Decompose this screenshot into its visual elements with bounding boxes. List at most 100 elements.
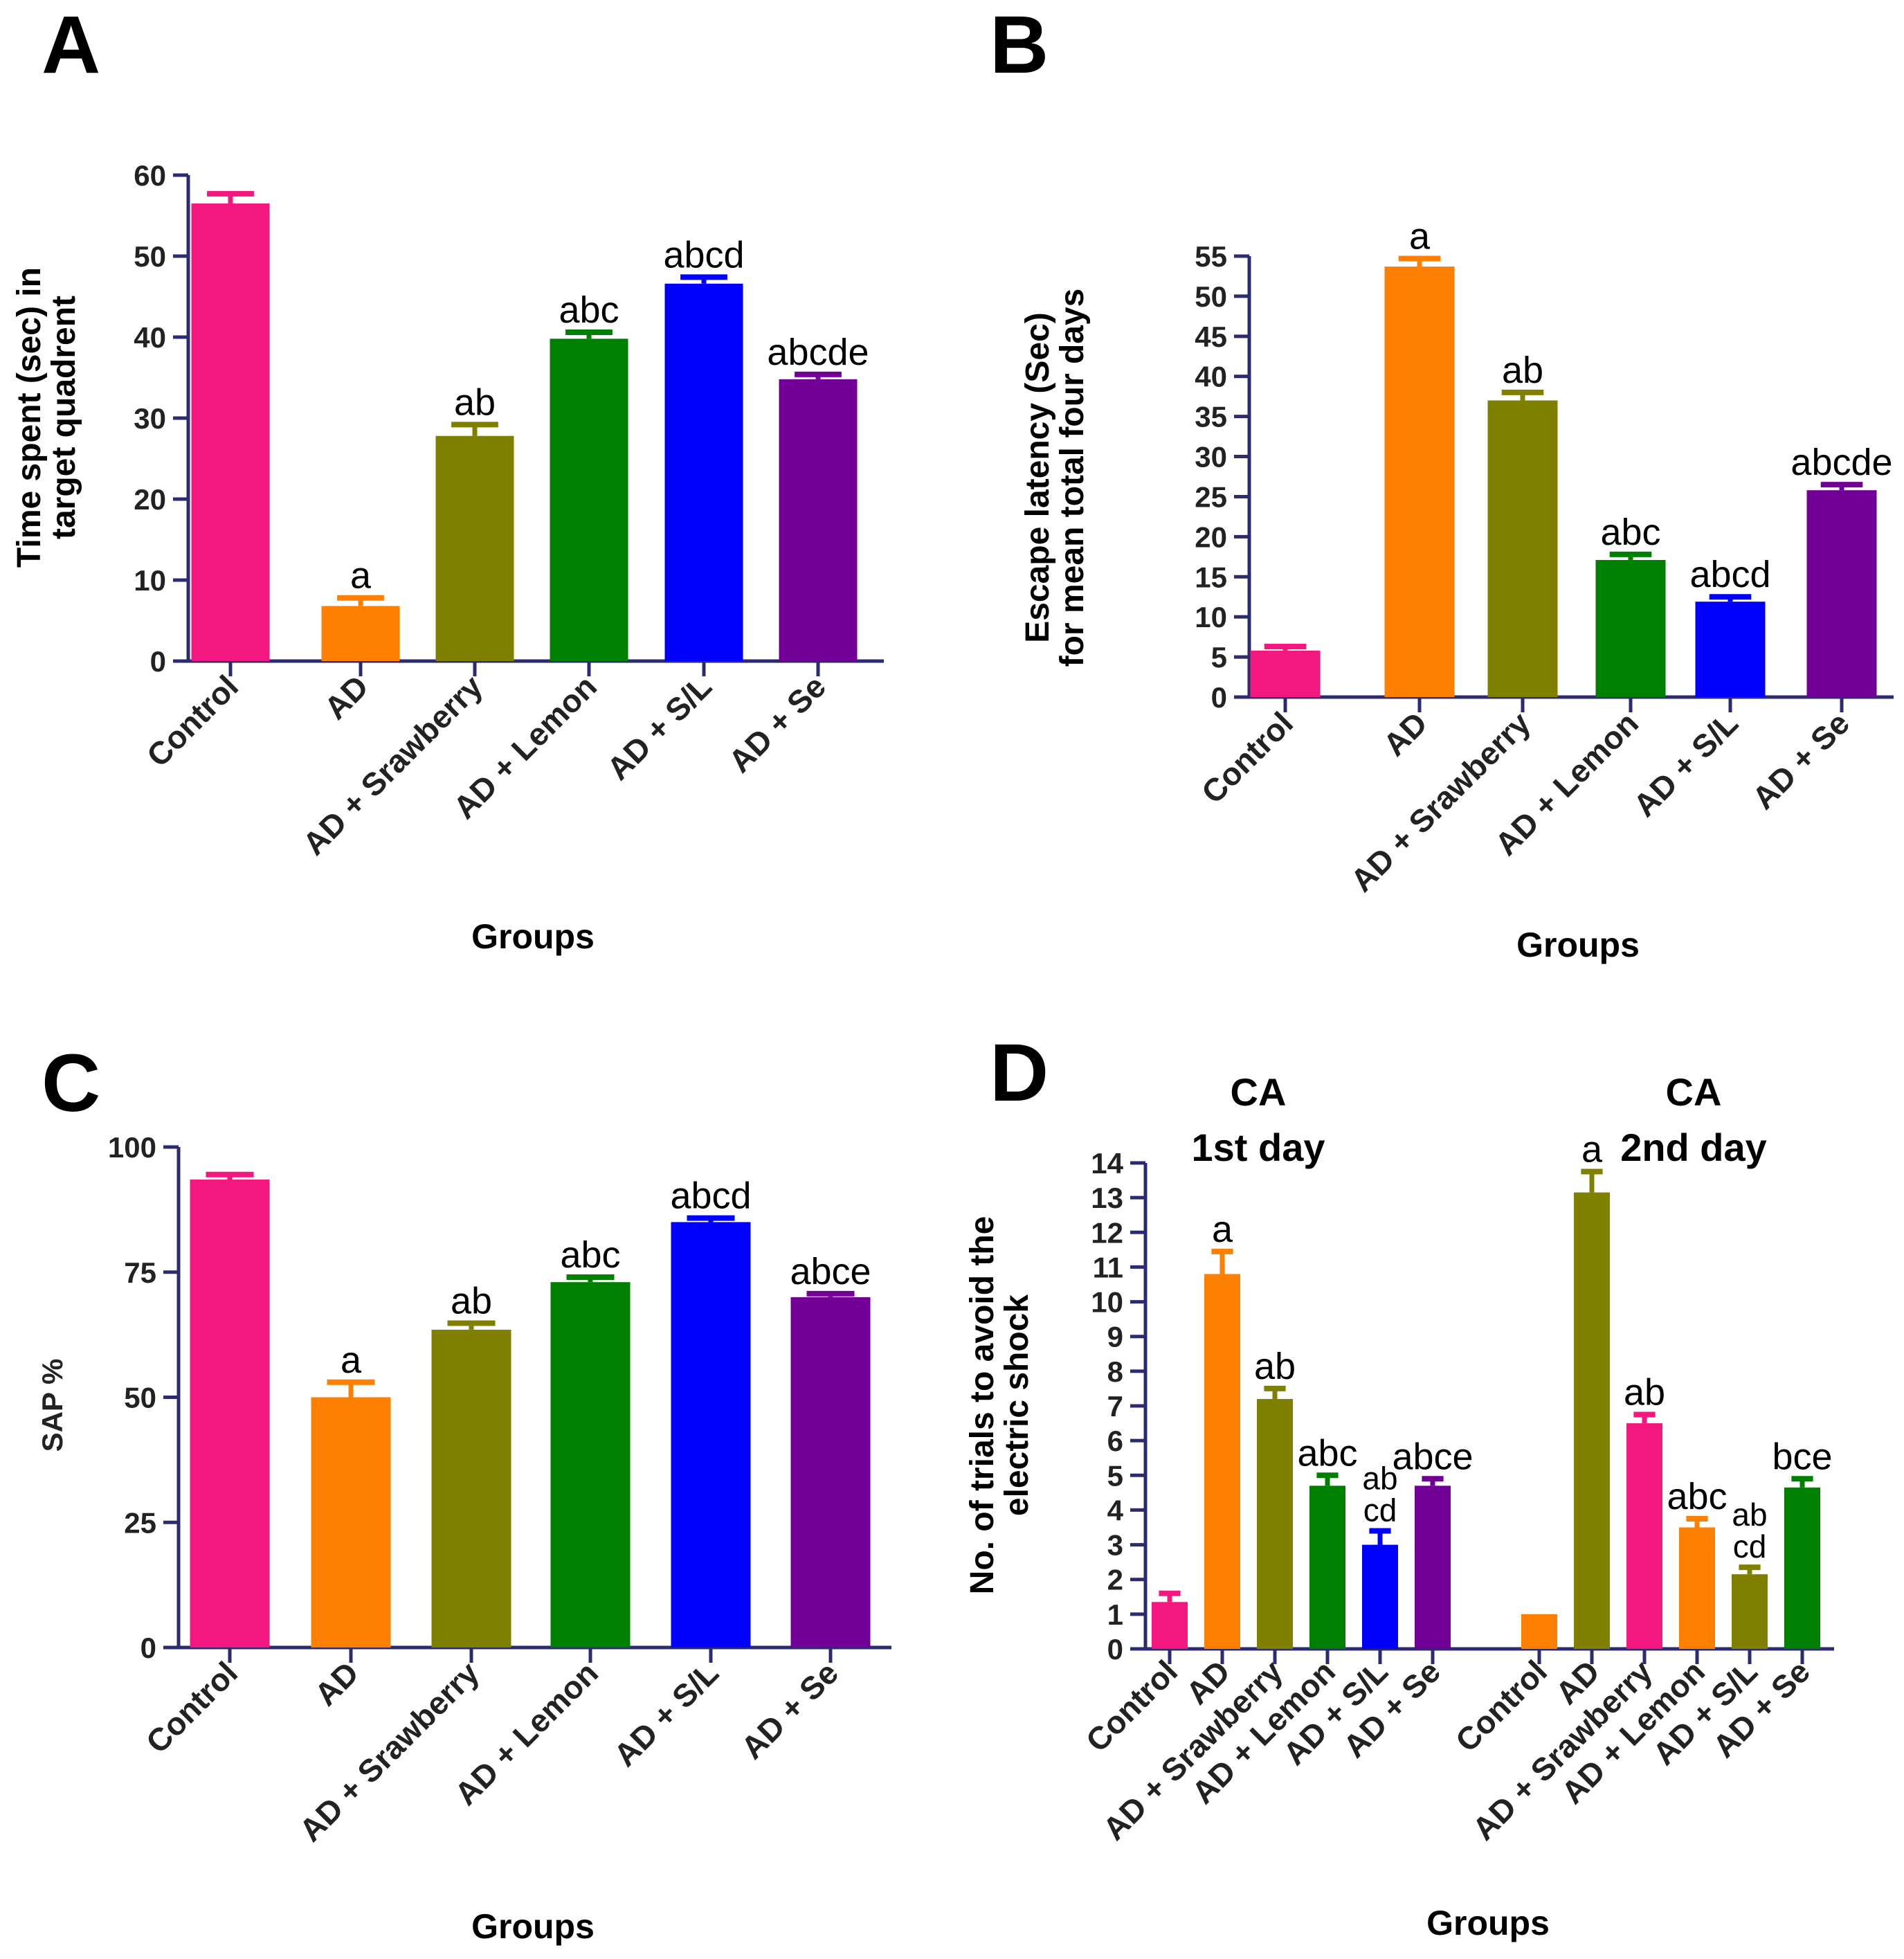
- y-tick-label: 7: [1107, 1390, 1123, 1423]
- bar: [435, 435, 514, 661]
- y-tick-label: 5: [1107, 1459, 1123, 1492]
- y-axis-label: for mean total four days: [1054, 289, 1091, 667]
- bar: [1384, 267, 1455, 697]
- y-tick-label: 55: [1195, 240, 1227, 273]
- y-tick-label: 10: [134, 564, 166, 597]
- y-tick-label: 5: [1211, 641, 1227, 674]
- significance-label: ab: [454, 381, 496, 423]
- bar: [1595, 559, 1666, 697]
- y-tick-label: 10: [1091, 1286, 1123, 1319]
- category-label: AD + Srawberry: [1343, 705, 1537, 899]
- y-axis-label: electric shock: [999, 1294, 1035, 1516]
- x-axis-label: Groups: [1516, 926, 1640, 964]
- y-tick-label: 35: [1195, 401, 1227, 433]
- bar: [190, 1179, 270, 1647]
- y-tick-label: 20: [134, 483, 166, 516]
- bar: [779, 379, 858, 661]
- y-tick-label: 0: [150, 645, 166, 678]
- bar: [321, 606, 400, 661]
- y-axis-label: target quadrent: [46, 296, 82, 539]
- bar: [1487, 400, 1558, 697]
- bar: [671, 1222, 751, 1647]
- significance-label: ab: [451, 1280, 492, 1321]
- y-tick-label: 20: [1195, 521, 1227, 553]
- y-tick-label: 10: [1195, 601, 1227, 633]
- y-axis-label: Time spent (sec) in: [11, 267, 48, 568]
- significance-label: abc: [1600, 512, 1660, 553]
- significance-label: abce: [790, 1251, 871, 1292]
- significance-label: abc: [1667, 1476, 1727, 1517]
- y-axis-label: Escape latency (Sec): [1019, 312, 1056, 643]
- significance-label: abcd: [663, 234, 744, 276]
- significance-label: a: [1409, 215, 1431, 257]
- significance-label: cd: [1733, 1528, 1767, 1564]
- bar: [1257, 1398, 1293, 1649]
- significance-label: abce: [1392, 1436, 1473, 1477]
- significance-label: a: [1581, 1129, 1603, 1171]
- category-label: Control: [1195, 705, 1300, 810]
- y-tick-label: 9: [1107, 1321, 1123, 1353]
- significance-label: a: [1212, 1209, 1233, 1250]
- significance-label: abc: [559, 289, 619, 331]
- significance-label: ab: [1362, 1461, 1397, 1497]
- bar: [191, 203, 270, 661]
- bar: [1626, 1423, 1662, 1649]
- significance-label: ab: [1624, 1372, 1665, 1414]
- category-label: AD + Se: [734, 1654, 845, 1766]
- significance-label: a: [341, 1339, 362, 1381]
- y-tick-label: 75: [124, 1256, 156, 1289]
- y-tick-label: 100: [108, 1131, 156, 1164]
- group-title: CA: [1666, 1070, 1722, 1114]
- x-axis-label: Groups: [471, 1907, 595, 1946]
- y-axis-label: No. of trials to avoid the: [964, 1216, 1001, 1595]
- x-axis-label: Groups: [1426, 1904, 1550, 1942]
- y-tick-label: 3: [1107, 1529, 1123, 1562]
- panel-label: B: [990, 0, 1049, 91]
- category-label: AD + S/L: [1626, 705, 1745, 823]
- bar: [1806, 490, 1877, 697]
- panel-label: A: [42, 0, 100, 91]
- significance-label: ab: [1502, 350, 1543, 391]
- category-label: Control: [1079, 1653, 1184, 1758]
- y-tick-label: 15: [1195, 561, 1227, 593]
- y-tick-label: 50: [124, 1382, 156, 1414]
- category-label: AD: [1376, 705, 1434, 763]
- bar: [1732, 1574, 1768, 1649]
- y-tick-label: 30: [1195, 441, 1227, 473]
- y-tick-label: 14: [1091, 1147, 1123, 1180]
- x-axis-label: Groups: [471, 917, 595, 956]
- bar: [1204, 1274, 1240, 1649]
- y-tick-label: 13: [1091, 1182, 1123, 1214]
- group-title: 1st day: [1192, 1126, 1325, 1169]
- significance-label: abcde: [767, 332, 869, 373]
- y-tick-label: 50: [1195, 280, 1227, 313]
- group-title: 2nd day: [1620, 1126, 1767, 1169]
- bar: [550, 1282, 631, 1647]
- bar: [1250, 650, 1321, 697]
- significance-label: ab: [1732, 1497, 1767, 1533]
- y-tick-label: 11: [1093, 1251, 1123, 1283]
- y-tick-label: 25: [1195, 480, 1227, 513]
- bar: [550, 338, 628, 661]
- significance-label: abc: [1297, 1432, 1357, 1474]
- significance-label: a: [350, 555, 372, 597]
- significance-label: bce: [1772, 1436, 1832, 1477]
- category-label: Control: [1449, 1653, 1554, 1758]
- y-tick-label: 25: [124, 1506, 156, 1539]
- y-tick-label: 1: [1107, 1598, 1123, 1631]
- significance-label: abc: [560, 1234, 620, 1276]
- panel-label: C: [42, 1038, 100, 1129]
- category-label: Control: [140, 668, 245, 773]
- significance-label: abcd: [1689, 554, 1770, 595]
- y-tick-label: 50: [134, 240, 166, 273]
- y-tick-label: 40: [1195, 361, 1227, 393]
- y-tick-label: 45: [1195, 321, 1227, 353]
- y-tick-label: 60: [134, 159, 166, 192]
- significance-label: ab: [1254, 1346, 1296, 1387]
- y-tick-label: 0: [1107, 1633, 1123, 1665]
- bar: [1521, 1614, 1557, 1649]
- significance-label: abcde: [1790, 442, 1892, 483]
- panel-label: D: [990, 1027, 1049, 1119]
